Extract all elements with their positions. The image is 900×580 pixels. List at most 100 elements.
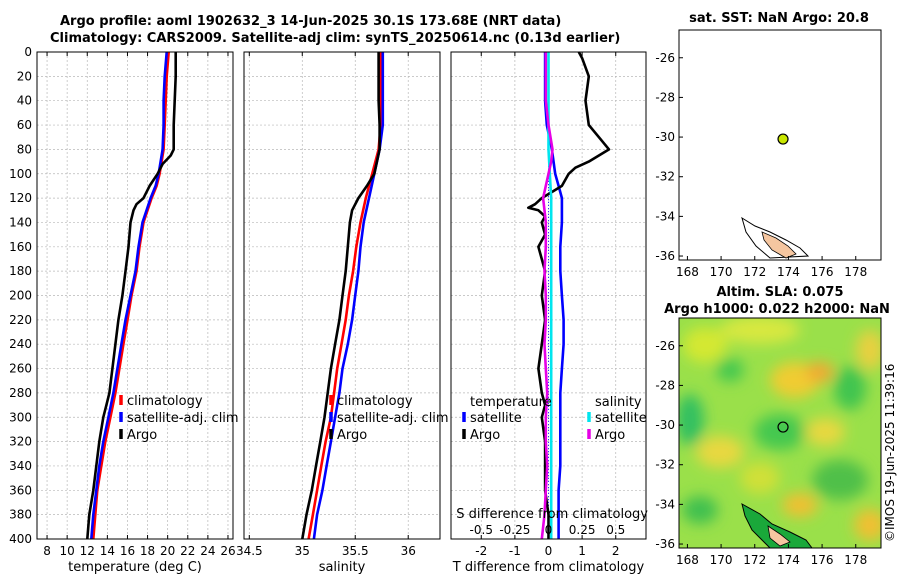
legend-title-salinity: salinity bbox=[595, 395, 642, 410]
map-xtick-label-sst_map: 168 bbox=[676, 265, 699, 279]
legend-label-salinity: Argo bbox=[337, 428, 367, 443]
depth-tick-label: 100 bbox=[9, 167, 32, 181]
xtick-label-temperature: 22 bbox=[180, 544, 195, 558]
xlabel-top-difference: S difference from climatology bbox=[456, 507, 648, 522]
xtick-label-temperature: 24 bbox=[200, 544, 215, 558]
legend-label-temperature: climatology bbox=[127, 394, 203, 409]
map-frame-sst_map bbox=[678, 29, 882, 261]
sla-map-title: Altim. SLA: 0.075 bbox=[717, 285, 844, 300]
depth-tick-label: 320 bbox=[9, 435, 32, 449]
map-xtick-label-sla_map: 170 bbox=[710, 553, 733, 567]
argo-profile-marker bbox=[777, 133, 789, 145]
xtick-label-difference: -1 bbox=[509, 544, 521, 558]
argo-profile-marker bbox=[777, 421, 789, 433]
depth-tick-label: 120 bbox=[9, 191, 32, 205]
series-line-difference-3 bbox=[540, 52, 554, 540]
xtick-label-temperature: 18 bbox=[140, 544, 155, 558]
legend-label-temperature: satellite bbox=[470, 411, 522, 426]
depth-tick-label: 200 bbox=[9, 289, 32, 303]
legend-label-salinity: Argo bbox=[595, 428, 625, 443]
xtick-label-difference: -2 bbox=[475, 544, 487, 558]
sla-heatmap bbox=[679, 318, 881, 548]
imos-stamp: ©IMOS 19-Jun-2025 11:39:16 bbox=[883, 364, 897, 542]
sst-map-title: sat. SST: NaN Argo: 20.8 bbox=[689, 11, 869, 26]
depth-tick-label: 140 bbox=[9, 215, 32, 229]
depth-tick-label: 400 bbox=[9, 532, 32, 546]
xtick-label-temperature: 8 bbox=[43, 544, 51, 558]
depth-tick-label: 20 bbox=[17, 69, 32, 83]
map-xtick-label-sst_map: 172 bbox=[743, 265, 766, 279]
map-xtick-label-sla_map: 176 bbox=[811, 553, 834, 567]
plot-frame-salinity bbox=[243, 51, 441, 540]
legend-label-salinity: satellite bbox=[595, 411, 647, 426]
map-xtick-label-sst_map: 176 bbox=[811, 265, 834, 279]
map-xtick-label-sla_map: 168 bbox=[676, 553, 699, 567]
xtick-label-temperature: 12 bbox=[80, 544, 95, 558]
map-xtick-label-sla_map: 172 bbox=[743, 553, 766, 567]
map-ytick-label-sla_map: -26 bbox=[655, 339, 675, 353]
xtick-label-difference: 1 bbox=[578, 544, 586, 558]
depth-tick-label: 260 bbox=[9, 362, 32, 376]
map-xtick-label-sst_map: 174 bbox=[777, 265, 800, 279]
s-tick-label: 0 bbox=[545, 523, 553, 537]
xtick-label-temperature: 14 bbox=[100, 544, 115, 558]
map-ytick-label-sla_map: -34 bbox=[655, 497, 675, 511]
xtick-label-salinity: 34.5 bbox=[236, 544, 263, 558]
series-line-temperature-2 bbox=[86, 52, 177, 540]
series-line-temperature-1 bbox=[90, 51, 168, 540]
legend-label-salinity: satellite-adj. clim bbox=[337, 411, 449, 426]
depth-tick-label: 160 bbox=[9, 240, 32, 254]
s-tick-label: 0.25 bbox=[569, 523, 596, 537]
map-ytick-label-sst_map: -26 bbox=[655, 51, 675, 65]
map-ytick-label-sla_map: -30 bbox=[655, 418, 675, 432]
xtick-label-salinity: 35 bbox=[295, 544, 310, 558]
map-ytick-label-sla_map: -32 bbox=[655, 458, 675, 472]
map-ytick-label-sla_map: -36 bbox=[655, 537, 675, 551]
xlabel-salinity: salinity bbox=[319, 560, 366, 575]
plot-frame-difference bbox=[450, 51, 647, 540]
map-ytick-label-sst_map: -32 bbox=[655, 170, 675, 184]
xtick-label-temperature: 16 bbox=[120, 544, 135, 558]
xtick-label-difference: 0 bbox=[545, 544, 553, 558]
s-tick-label: -0.25 bbox=[499, 523, 530, 537]
depth-tick-label: 340 bbox=[9, 459, 32, 473]
xlabel-temperature: temperature (deg C) bbox=[68, 560, 202, 575]
legend-label-temperature: Argo bbox=[127, 428, 157, 443]
title-line-2: Climatology: CARS2009. Satellite-adj cli… bbox=[50, 31, 621, 46]
xtick-label-salinity: 36 bbox=[401, 544, 416, 558]
map-ytick-label-sst_map: -30 bbox=[655, 130, 675, 144]
map-ytick-label-sst_map: -34 bbox=[655, 209, 675, 223]
s-tick-label: 0.5 bbox=[606, 523, 625, 537]
map-ytick-label-sla_map: -28 bbox=[655, 378, 675, 392]
xtick-label-temperature: 10 bbox=[60, 544, 75, 558]
map-ytick-label-sst_map: -36 bbox=[655, 249, 675, 263]
legend-title-temperature: temperature bbox=[470, 395, 552, 410]
depth-tick-label: 220 bbox=[9, 313, 32, 327]
depth-tick-label: 240 bbox=[9, 337, 32, 351]
depth-tick-label: 60 bbox=[17, 118, 32, 132]
legend-label-salinity: climatology bbox=[337, 394, 413, 409]
legend-label-temperature: Argo bbox=[470, 428, 500, 443]
xtick-label-temperature: 26 bbox=[220, 544, 235, 558]
depth-tick-label: 0 bbox=[24, 45, 32, 59]
series-line-salinity-2 bbox=[301, 52, 381, 540]
xtick-label-temperature: 20 bbox=[160, 544, 175, 558]
map-xtick-label-sst_map: 178 bbox=[844, 265, 867, 279]
map-xtick-label-sst_map: 170 bbox=[710, 265, 733, 279]
map-frame-sla_map bbox=[678, 317, 882, 549]
sst-map-land bbox=[741, 216, 810, 259]
depth-tick-label: 80 bbox=[17, 142, 32, 156]
depth-tick-label: 180 bbox=[9, 264, 32, 278]
xtick-label-salinity: 35.5 bbox=[342, 544, 369, 558]
sla-map-subtitle: Argo h1000: 0.022 h2000: NaN bbox=[664, 302, 890, 317]
map-xtick-label-sla_map: 174 bbox=[777, 553, 800, 567]
series-line-difference-0 bbox=[543, 52, 565, 539]
depth-tick-label: 360 bbox=[9, 483, 32, 497]
map-xtick-label-sla_map: 178 bbox=[844, 553, 867, 567]
depth-tick-label: 280 bbox=[9, 386, 32, 400]
xlabel-difference: T difference from climatology bbox=[452, 560, 645, 575]
depth-tick-label: 300 bbox=[9, 410, 32, 424]
series-line-salinity-1 bbox=[312, 52, 385, 540]
xtick-label-difference: 2 bbox=[612, 544, 620, 558]
